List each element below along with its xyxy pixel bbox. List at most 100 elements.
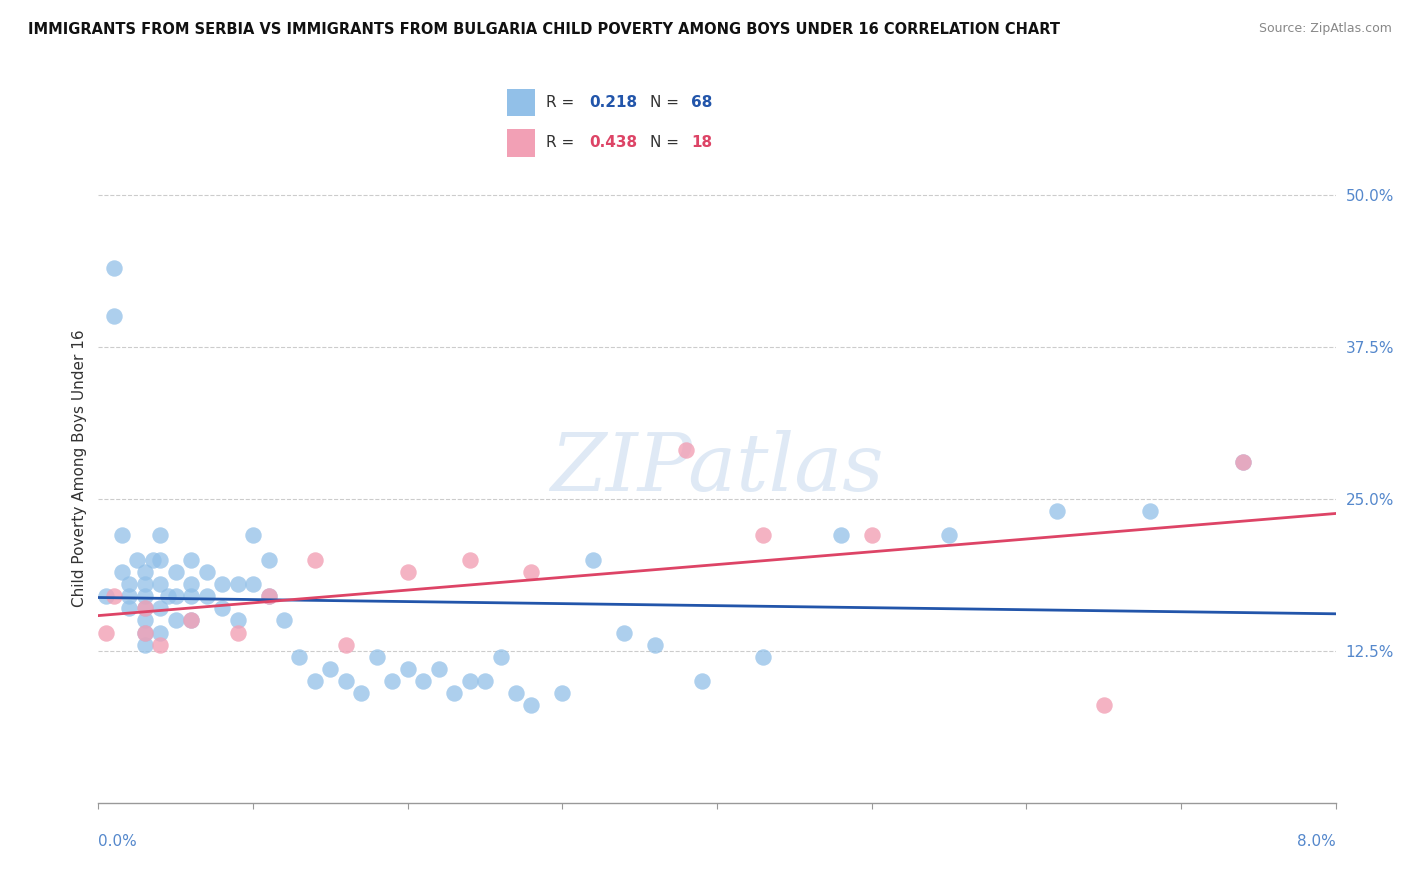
Point (257, 589, 280, 603)
Text: 0.438: 0.438 (589, 136, 638, 151)
Point (752, 649, 775, 664)
Point (103, 589, 125, 603)
Point (149, 577, 172, 591)
Point (381, 674, 404, 689)
Point (551, 686, 574, 700)
Point (134, 625, 156, 640)
Point (273, 613, 295, 627)
Point (149, 601, 172, 615)
Text: Source: ZipAtlas.com: Source: ZipAtlas.com (1258, 22, 1392, 36)
Point (644, 638, 666, 652)
Point (1232, 455, 1254, 469)
Point (149, 552, 172, 566)
Point (165, 613, 187, 627)
Text: N =: N = (650, 136, 683, 151)
Point (103, 310, 125, 324)
Point (520, 698, 543, 713)
Point (134, 589, 156, 603)
Point (111, 565, 134, 579)
Point (96, 589, 118, 603)
Point (938, 528, 960, 542)
Point (149, 638, 172, 652)
Point (520, 565, 543, 579)
Point (582, 552, 605, 566)
Point (690, 674, 713, 689)
Point (180, 577, 202, 591)
Point (860, 528, 883, 542)
Point (489, 649, 512, 664)
Point (350, 686, 373, 700)
Point (335, 638, 357, 652)
Point (134, 601, 156, 615)
Point (396, 662, 419, 676)
Point (118, 601, 141, 615)
Text: 0.218: 0.218 (589, 95, 638, 110)
Point (427, 662, 450, 676)
Point (257, 552, 280, 566)
Point (118, 589, 141, 603)
Point (165, 589, 187, 603)
Point (211, 601, 233, 615)
Point (134, 601, 156, 615)
Point (505, 686, 527, 700)
Point (111, 528, 134, 542)
Point (226, 613, 249, 627)
Point (134, 613, 156, 627)
Point (474, 674, 496, 689)
Point (458, 674, 481, 689)
Text: N =: N = (650, 95, 683, 110)
Point (134, 638, 156, 652)
Point (1046, 504, 1069, 518)
Point (752, 528, 775, 542)
Point (226, 625, 249, 640)
Point (226, 577, 249, 591)
Point (443, 686, 465, 700)
Point (180, 589, 202, 603)
Text: R =: R = (546, 136, 579, 151)
Point (134, 577, 156, 591)
Text: 68: 68 (692, 95, 713, 110)
Bar (508, 129, 534, 157)
Point (127, 552, 149, 566)
Point (335, 674, 357, 689)
Point (304, 674, 326, 689)
Y-axis label: Child Poverty Among Boys Under 16: Child Poverty Among Boys Under 16 (72, 329, 87, 607)
Text: ZIPatlas: ZIPatlas (550, 430, 884, 507)
Point (180, 613, 202, 627)
Point (134, 565, 156, 579)
Point (195, 565, 218, 579)
Point (319, 662, 342, 676)
Point (1232, 455, 1254, 469)
Point (157, 589, 180, 603)
Point (96, 625, 118, 640)
Point (165, 565, 187, 579)
Text: 18: 18 (692, 136, 713, 151)
Point (1139, 504, 1161, 518)
Legend: Immigrants from Serbia, Immigrants from Bulgaria: Immigrants from Serbia, Immigrants from … (471, 888, 963, 892)
Point (142, 552, 165, 566)
Text: R =: R = (546, 95, 579, 110)
Point (458, 552, 481, 566)
Bar (508, 89, 534, 116)
Point (257, 589, 280, 603)
Point (149, 528, 172, 542)
Point (613, 625, 636, 640)
Point (830, 528, 852, 542)
Point (412, 674, 434, 689)
Point (180, 613, 202, 627)
Text: 8.0%: 8.0% (1296, 834, 1336, 849)
Point (366, 649, 388, 664)
Point (103, 260, 125, 275)
Point (149, 625, 172, 640)
Point (134, 625, 156, 640)
Point (675, 443, 697, 458)
Point (288, 649, 311, 664)
Point (118, 577, 141, 591)
Point (242, 577, 264, 591)
Point (396, 565, 419, 579)
Point (304, 552, 326, 566)
Point (211, 577, 233, 591)
Text: IMMIGRANTS FROM SERBIA VS IMMIGRANTS FROM BULGARIA CHILD POVERTY AMONG BOYS UNDE: IMMIGRANTS FROM SERBIA VS IMMIGRANTS FRO… (28, 22, 1060, 37)
Point (180, 552, 202, 566)
Text: 0.0%: 0.0% (98, 834, 138, 849)
